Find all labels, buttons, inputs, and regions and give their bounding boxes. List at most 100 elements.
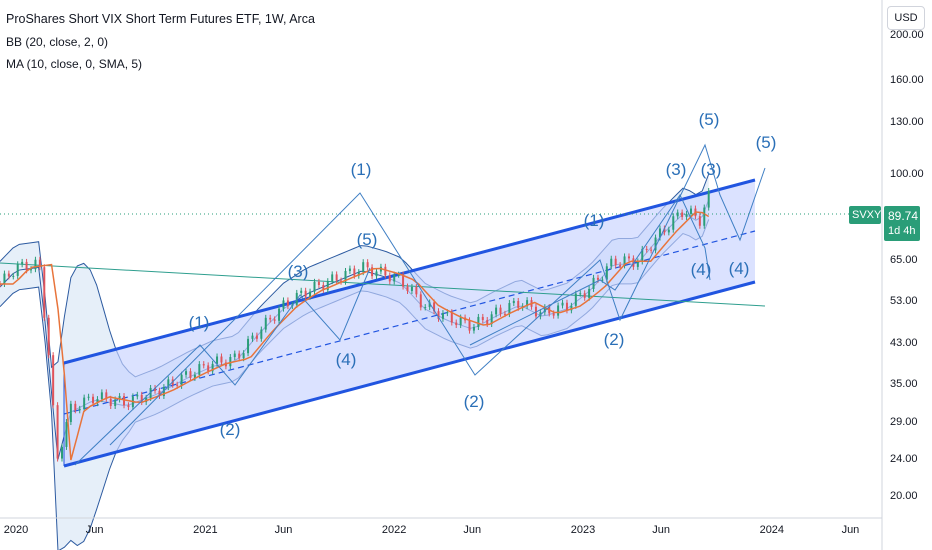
- wave-label: (4): [690, 260, 712, 279]
- candle-body: [490, 314, 493, 325]
- elliott-wave-lines: [74, 143, 766, 466]
- candle-body: [503, 313, 506, 315]
- candle-body: [441, 313, 444, 319]
- time-tick-label: Jun: [85, 524, 104, 536]
- wave-label: (1): [188, 313, 210, 332]
- trend-line: [0, 262, 766, 307]
- price-tag-value: 89.74: [888, 209, 919, 223]
- candle-body: [685, 213, 688, 217]
- candle-body: [198, 364, 201, 375]
- candle-body: [450, 312, 453, 323]
- wave-path-1: [74, 267, 371, 466]
- candle-body: [486, 320, 489, 325]
- candle-body: [238, 353, 241, 359]
- candle-body: [703, 207, 706, 226]
- candle-body: [698, 216, 701, 226]
- candle-body: [176, 384, 179, 386]
- wave-label: (3): [287, 262, 309, 281]
- candle-body: [517, 300, 520, 308]
- candle-body: [38, 259, 41, 268]
- candle-body: [109, 398, 112, 406]
- channel-lower-line: [63, 280, 756, 468]
- candle-body: [340, 280, 343, 282]
- candle-body: [384, 266, 387, 276]
- candle-body: [260, 329, 263, 339]
- time-tick-label: Jun: [463, 524, 482, 536]
- candle-body: [7, 273, 10, 277]
- candle-body: [56, 405, 59, 459]
- wave-label: (5): [698, 110, 720, 129]
- candle-body: [47, 317, 50, 356]
- candle-body: [326, 281, 329, 290]
- price-tick-label: 200.00: [890, 29, 924, 42]
- candle-body: [366, 262, 369, 268]
- candle-body: [61, 446, 64, 459]
- price-tag-countdown: 1d 4h: [888, 225, 916, 237]
- candle-body: [707, 190, 710, 208]
- price-tick-label: 20.00: [890, 489, 918, 502]
- candle-body: [636, 261, 639, 267]
- candle-body: [114, 399, 117, 406]
- candle-body: [105, 392, 108, 399]
- candle-body: [596, 277, 599, 280]
- candle-body: [619, 265, 622, 267]
- wave-label: (1): [350, 160, 372, 179]
- candle-body: [74, 403, 77, 411]
- candle-body: [641, 248, 644, 262]
- bollinger-fill: [0, 174, 709, 550]
- candle-body: [123, 396, 126, 406]
- candle-body: [322, 284, 325, 290]
- price-tick-label: 43.00: [890, 336, 918, 349]
- wave-label: (3): [665, 160, 687, 179]
- candle-body: [21, 261, 24, 265]
- candle-body: [455, 322, 458, 326]
- candle-body: [357, 272, 360, 276]
- time-tick-label: 2022: [381, 524, 407, 536]
- candle-body: [676, 212, 679, 217]
- price-tick-label: 24.00: [890, 453, 918, 466]
- candle-body: [623, 256, 626, 266]
- candle-body: [220, 356, 223, 363]
- candle-body: [397, 274, 400, 276]
- ma-indicator-legend[interactable]: MA (10, close, 0, SMA, 5): [6, 57, 143, 71]
- candle-body: [477, 316, 480, 328]
- wave-label: (4): [335, 350, 357, 369]
- candle-body: [278, 308, 281, 321]
- candle-body: [65, 422, 68, 447]
- indicator-lines: [0, 211, 710, 461]
- candle-body: [579, 293, 582, 295]
- candle-body: [3, 273, 6, 285]
- currency-button[interactable]: USD: [887, 6, 925, 30]
- price-tag: 89.74 1d 4h: [884, 206, 920, 241]
- price-tick-label: 29.00: [890, 415, 918, 428]
- candle-body: [663, 228, 666, 233]
- candle-body: [331, 274, 334, 282]
- candle-body: [375, 271, 378, 277]
- candle-body: [614, 258, 617, 266]
- wave-label: (2): [463, 392, 485, 411]
- wave-label: (5): [356, 230, 378, 249]
- wave-label: (2): [219, 420, 241, 439]
- candle-body: [605, 266, 608, 280]
- candle-body: [118, 396, 121, 400]
- candle-body: [689, 208, 692, 214]
- candle-body: [127, 405, 130, 408]
- candle-body: [654, 237, 657, 251]
- candle-body: [362, 262, 365, 273]
- candle-body: [419, 294, 422, 308]
- candle-body: [627, 256, 630, 259]
- wave-path-3: [469, 193, 711, 346]
- candle-body: [645, 248, 648, 250]
- candle-body: [588, 288, 591, 298]
- candle-body: [216, 356, 219, 364]
- candle-body: [207, 365, 210, 372]
- candle-body: [136, 394, 139, 397]
- wave-label: (3): [700, 160, 722, 179]
- candle-body: [446, 312, 449, 314]
- candle-body: [52, 355, 55, 406]
- candle-body: [16, 264, 19, 276]
- candle-body: [468, 320, 471, 331]
- candle-body: [242, 353, 245, 359]
- bb-indicator-legend[interactable]: BB (20, close, 2, 0): [6, 35, 109, 49]
